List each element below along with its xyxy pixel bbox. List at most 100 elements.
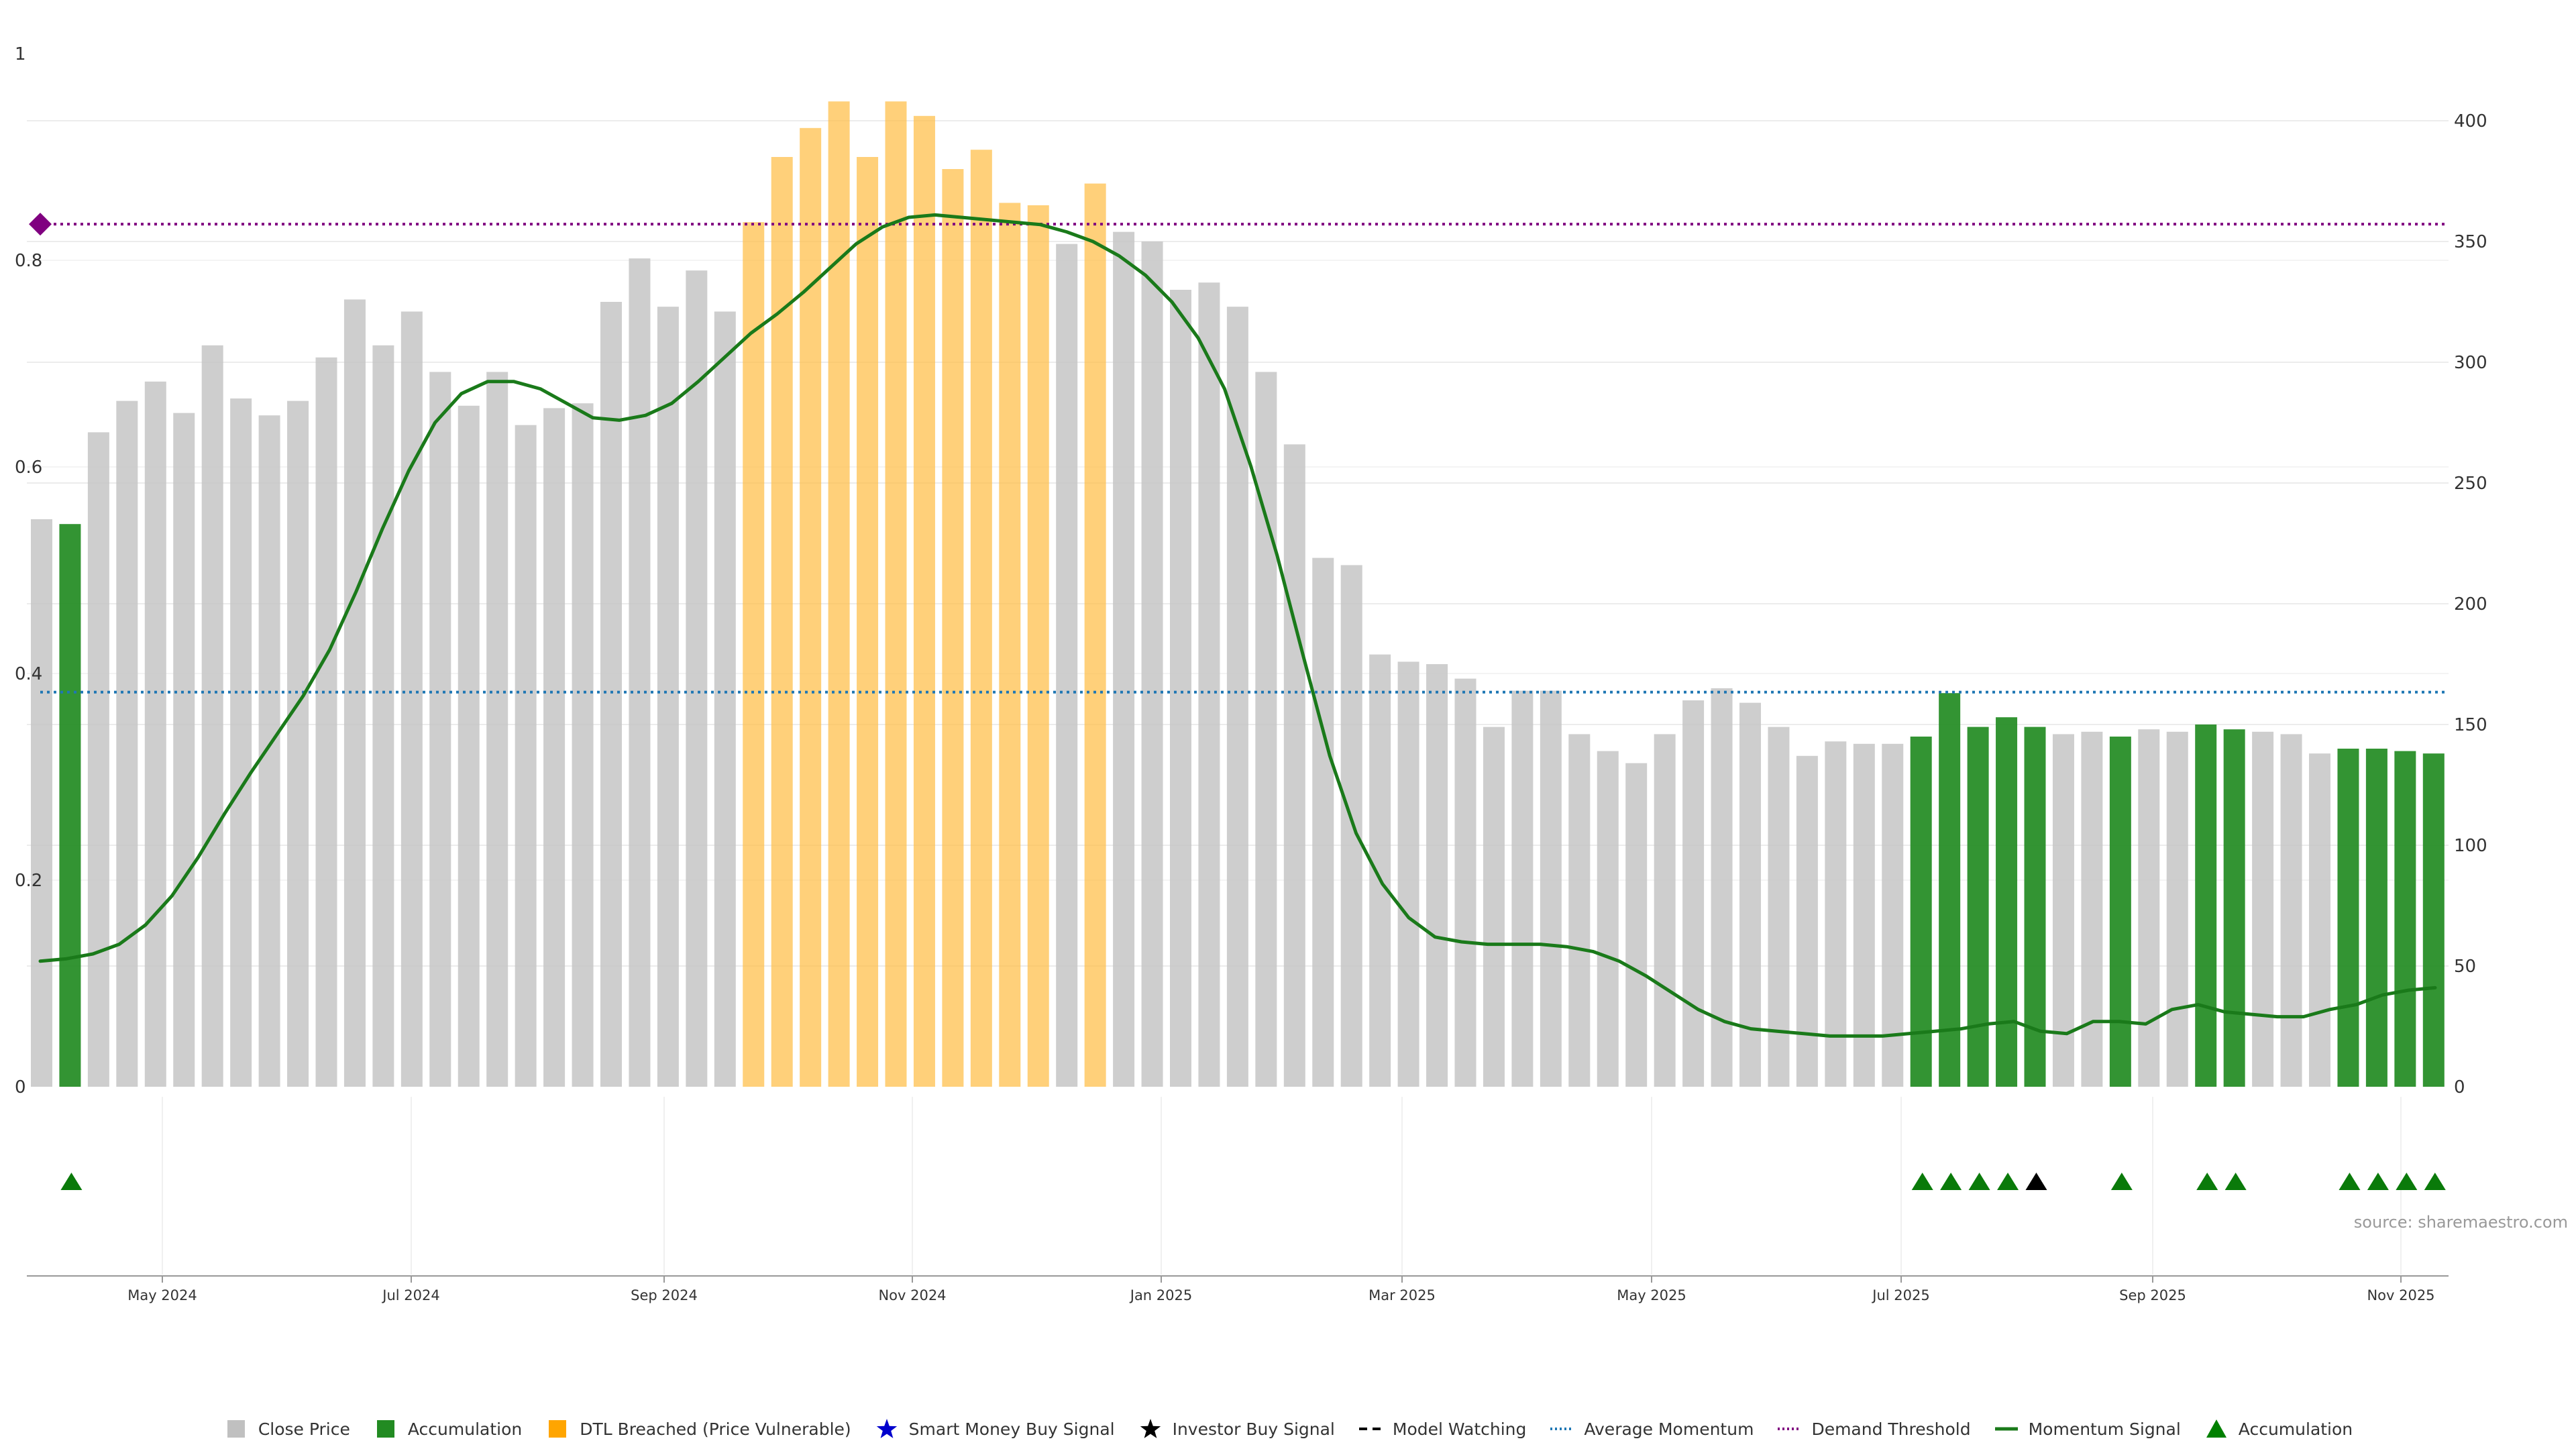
legend-label: DTL Breached (Price Vulnerable) — [580, 1419, 851, 1439]
accumulation-bar — [1910, 737, 1932, 1087]
accumulation-bar — [2223, 729, 2245, 1087]
legend-item: Accumulation — [2204, 1417, 2353, 1440]
right-axis-tick-label: 100 — [2454, 836, 2487, 856]
close-price-bar — [572, 403, 594, 1087]
x-axis-tick-label: Jul 2025 — [1871, 1287, 1929, 1303]
accumulation-marker — [2339, 1173, 2361, 1190]
close-price-bar — [87, 432, 109, 1087]
accumulation-bar — [2109, 737, 2131, 1087]
right-axis-tick-label: 50 — [2454, 957, 2476, 977]
close-price-bar — [1056, 244, 1078, 1087]
dtl-bar — [885, 101, 907, 1087]
left-axis-tick-label: 0.8 — [15, 251, 42, 271]
accumulation-marker — [2110, 1173, 2133, 1190]
dtl-bar — [1027, 205, 1049, 1087]
price-bars — [31, 101, 2445, 1087]
legend: Close Price Accumulation DTL Breached (Pri… — [0, 1409, 2576, 1449]
axes: 0 0.2 0.4 0.6 0.8 1 0 50 100 150 200 250 300 350 400 Ma… — [15, 44, 2487, 1303]
close-price-bar — [629, 258, 651, 1087]
x-axis-tick-label: Sep 2025 — [2119, 1287, 2186, 1303]
right-axis-tick-label: 300 — [2454, 353, 2487, 373]
line-legend-icon — [1994, 1427, 2018, 1431]
legend-label: Investor Buy Signal — [1172, 1419, 1335, 1439]
accumulation-bar — [2394, 751, 2416, 1087]
legend-item: Smart Money Buy Signal — [874, 1417, 1115, 1440]
legend-label: Model Watching — [1392, 1419, 1527, 1439]
close-price-bar — [1170, 290, 1191, 1087]
close-price-bar — [2309, 753, 2330, 1087]
x-axis-tick-label: Mar 2025 — [1368, 1287, 1436, 1303]
star-legend-icon — [876, 1419, 897, 1438]
accumulation-bar — [2422, 753, 2445, 1087]
dtl-bar — [771, 157, 793, 1087]
x-axis-tick-label: May 2025 — [1617, 1287, 1686, 1303]
momentum-chart: 0 0.2 0.4 0.6 0.8 1 0 50 100 150 200 250 300 350 400 Ma… — [15, 44, 2487, 1303]
dotted-legend-icon — [1550, 1428, 1574, 1430]
close-price-bar — [1882, 743, 1904, 1087]
dtl-bar — [857, 157, 879, 1087]
close-price-bar — [714, 311, 736, 1087]
close-price-bar — [600, 302, 622, 1087]
close-price-bar — [1283, 444, 1305, 1087]
close-price-bar — [1739, 702, 1761, 1087]
accumulation-marker — [2396, 1173, 2418, 1190]
star-legend-icon — [1140, 1419, 1161, 1438]
accumulation-marker — [1997, 1173, 2019, 1190]
right-axis-tick-label: 400 — [2454, 111, 2487, 131]
accumulation-bar — [1939, 693, 1961, 1087]
close-price-bar — [372, 345, 394, 1087]
investor-buy-marker — [2025, 1173, 2047, 1190]
accumulation-bar — [59, 524, 81, 1087]
square-legend-icon — [549, 1420, 567, 1438]
dtl-bar — [828, 101, 850, 1087]
dtl-bar — [942, 169, 964, 1087]
close-price-bar — [1796, 755, 1818, 1087]
left-axis-tick-label: 0.6 — [15, 458, 42, 478]
x-axis-tick-label: Jul 2024 — [381, 1287, 439, 1303]
legend-item: Accumulation — [373, 1417, 522, 1440]
close-price-bar — [657, 307, 679, 1087]
dtl-bar — [913, 115, 935, 1087]
x-axis-tick-label: Sep 2024 — [631, 1287, 698, 1303]
close-price-bar — [2081, 731, 2103, 1087]
close-price-bar — [31, 519, 52, 1087]
close-price-bar — [1141, 241, 1163, 1087]
close-price-bar — [1711, 688, 1733, 1087]
close-price-bar — [1426, 664, 1448, 1087]
close-price-bar — [1768, 727, 1790, 1087]
close-price-bar — [1682, 700, 1705, 1087]
legend-label: Accumulation — [407, 1419, 523, 1439]
accumulation-marker — [1968, 1173, 1990, 1190]
close-price-bar — [1226, 307, 1248, 1087]
momentum-signal — [38, 213, 2437, 1038]
accumulation-marker — [60, 1173, 83, 1190]
left-axis-tick-label: 1 — [15, 44, 26, 64]
accumulation-marker — [2224, 1173, 2247, 1190]
legend-item: Demand Threshold — [1776, 1417, 1971, 1440]
legend-label: Accumulation — [2238, 1419, 2353, 1439]
right-axis-tick-label: 200 — [2454, 594, 2487, 614]
close-price-bar — [315, 357, 337, 1087]
close-price-bar — [1483, 727, 1505, 1087]
legend-label: Average Momentum — [1584, 1419, 1754, 1439]
legend-label: Demand Threshold — [1811, 1419, 1971, 1439]
close-price-bar — [1540, 690, 1562, 1087]
accumulation-bar — [2365, 749, 2387, 1087]
close-price-bar — [2166, 731, 2188, 1087]
close-price-bar — [287, 400, 309, 1087]
left-axis-tick-label: 0.2 — [15, 871, 42, 891]
close-price-bar — [2138, 729, 2160, 1087]
dtl-bar — [800, 127, 822, 1087]
right-axis-tick-label: 250 — [2454, 474, 2487, 494]
close-price-bar — [343, 299, 366, 1087]
x-axis-tick-label: Nov 2025 — [2367, 1287, 2434, 1303]
close-price-bar — [201, 345, 223, 1087]
legend-label: Smart Money Buy Signal — [908, 1419, 1115, 1439]
accumulation-marker — [1911, 1173, 1933, 1190]
close-price-bar — [1454, 678, 1477, 1087]
source-note: source: sharemaestro.com — [2353, 1213, 2568, 1232]
legend-item: DTL Breached (Price Vulnerable) — [545, 1417, 851, 1440]
close-price-bar — [1597, 751, 1619, 1087]
close-price-bar — [2280, 734, 2302, 1087]
close-price-bar — [458, 405, 480, 1087]
